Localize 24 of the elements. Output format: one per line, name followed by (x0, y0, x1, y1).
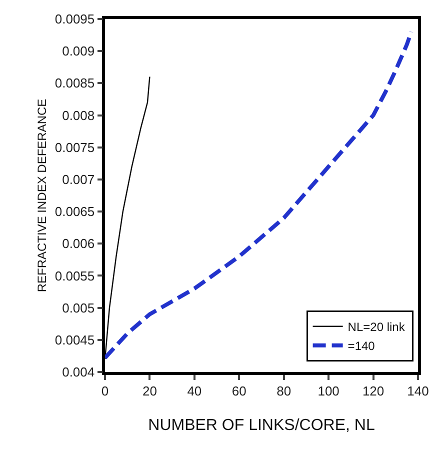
y-tick-label: 0.0075 (54, 140, 95, 155)
y-axis-title: REFRACTIVE INDEX DEFERANCE (35, 98, 50, 292)
legend-label: NL=20 link (348, 320, 406, 334)
y-tick-label: 0.004 (62, 364, 95, 380)
y-tick-label: 0.009 (62, 44, 95, 59)
x-tick-label: 40 (187, 383, 202, 398)
legend-label: =140 (348, 339, 376, 354)
y-tick-label: 0.0095 (54, 12, 95, 27)
x-tick-label: 20 (142, 383, 157, 398)
y-tick-label: 0.0085 (54, 76, 95, 91)
x-tick-label: 140 (407, 383, 429, 398)
x-tick-label: 60 (232, 383, 246, 398)
y-tick-label: 0.007 (62, 172, 95, 187)
x-tick-label: 0 (101, 383, 109, 398)
x-axis-title: NUMBER OF LINKS/CORE, NL (148, 417, 375, 434)
y-tick-label: 0.0045 (54, 332, 95, 348)
x-tick-label: 100 (318, 383, 340, 398)
y-tick-label: 0.005 (62, 300, 95, 316)
x-tick-label: 80 (276, 383, 292, 398)
y-tick-label: 0.0055 (54, 268, 95, 284)
y-tick-label: 0.008 (62, 108, 95, 123)
y-tick-label: 0.0065 (54, 204, 95, 220)
x-tick-label: 120 (362, 383, 384, 398)
y-tick-label: 0.006 (62, 236, 95, 252)
